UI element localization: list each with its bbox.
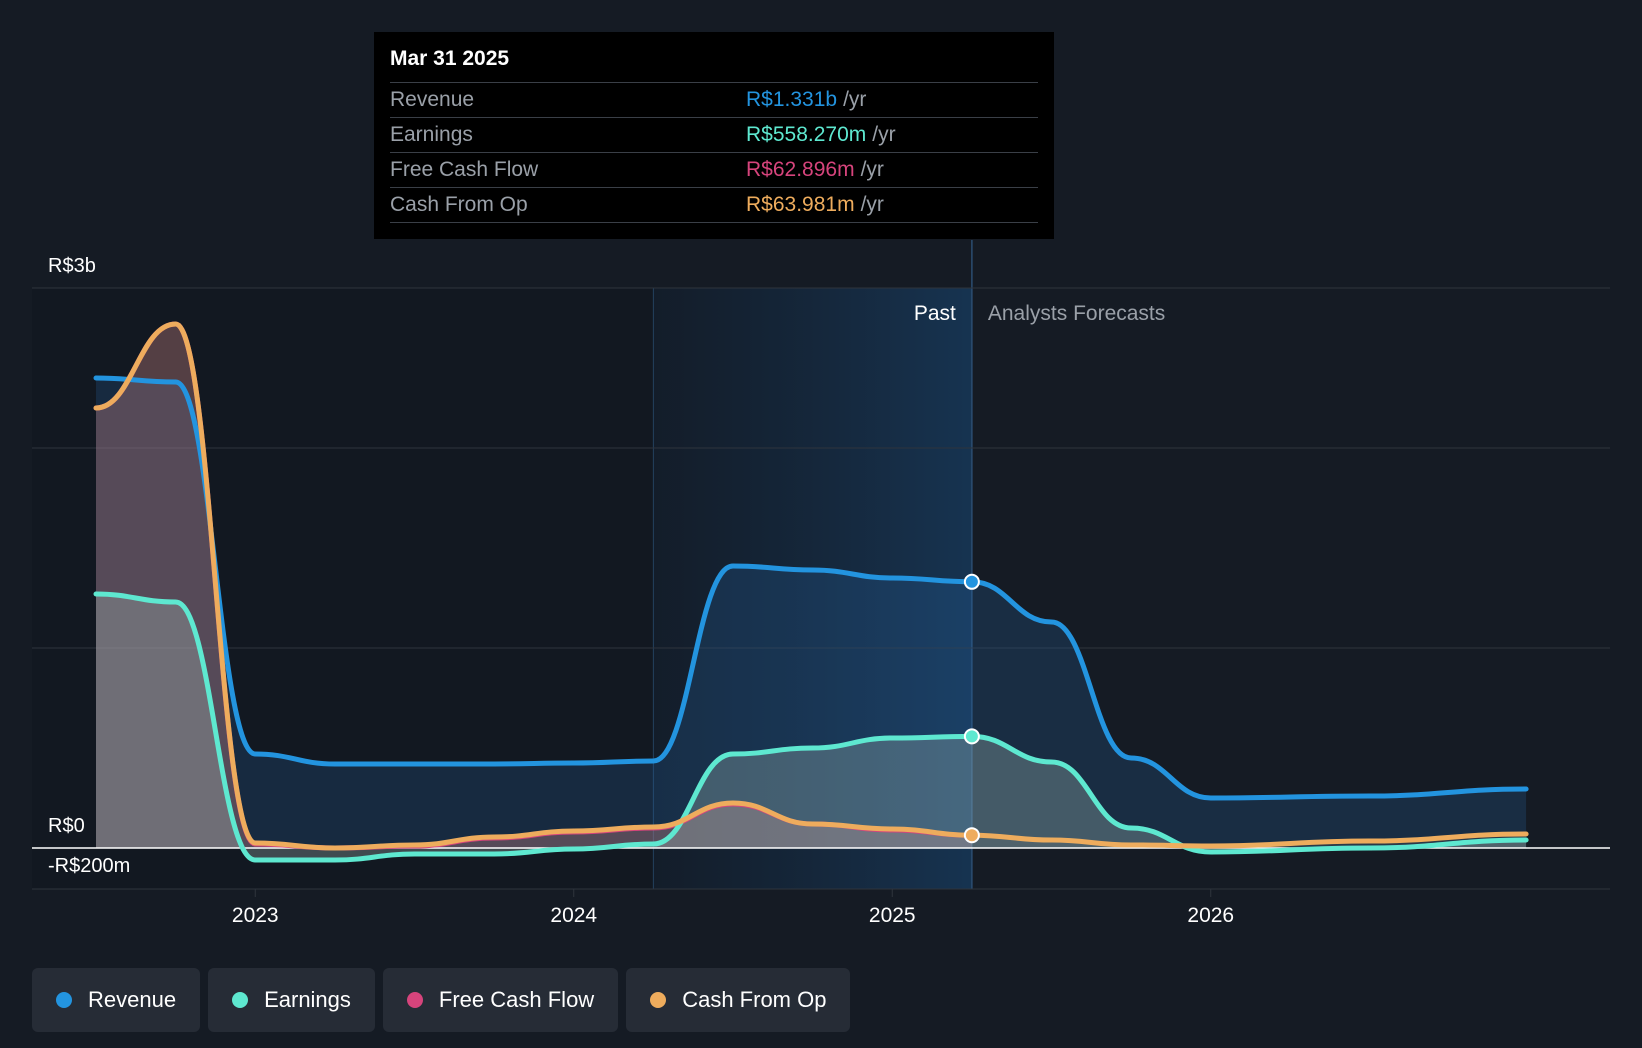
y-tick-label: -R$200m (48, 855, 130, 877)
tooltip-unit: /yr (860, 158, 884, 181)
tooltip-unit: /yr (872, 123, 896, 146)
legend-label: Revenue (88, 987, 177, 1012)
area-earnings (96, 594, 1527, 860)
tooltip-date: Mar 31 2025 (390, 44, 1038, 83)
legend-dot-icon (56, 992, 72, 1008)
x-tick-label: 2026 (1187, 904, 1234, 927)
series-line-revenue (93, 375, 1529, 801)
x-tick-label: 2025 (869, 904, 916, 927)
tooltip: Mar 31 2025 Revenue R$1.331b/yr Earnings… (374, 32, 1054, 239)
tooltip-value: R$558.270m (746, 123, 867, 146)
tooltip-label: Cash From Op (390, 193, 528, 216)
tooltip-label: Earnings (390, 123, 473, 146)
tooltip-row-revenue: Revenue R$1.331b/yr (390, 83, 1038, 118)
tooltip-unit: /yr (843, 88, 867, 111)
legend-item-revenue[interactable]: Revenue (32, 968, 201, 1032)
tooltip-label: Revenue (390, 88, 475, 111)
marker-earnings (963, 728, 980, 745)
legend-item-earnings[interactable]: Earnings (208, 968, 375, 1032)
past-label: Past (914, 302, 956, 325)
highlight-region (653, 288, 972, 889)
tooltip-label: Free Cash Flow (390, 158, 539, 181)
legend-dot-icon (650, 992, 667, 1008)
legend-item-free-cash-flow[interactable]: Free Cash Flow (382, 968, 619, 1032)
tooltip-value: R$62.896m (746, 158, 855, 181)
legend-label: Free Cash Flow (438, 987, 595, 1012)
tooltip-row-cash-from-op: Cash From Op R$63.981m/yr (390, 188, 1038, 223)
marker-revenue (963, 573, 980, 590)
tooltip-row-free-cash-flow: Free Cash Flow R$62.896m/yr (390, 153, 1038, 188)
tooltip-value: R$1.331b (746, 88, 838, 111)
x-tick-label: 2023 (232, 904, 279, 927)
gridlines (32, 287, 1610, 890)
legend-item-cash-from-op[interactable]: Cash From Op (626, 968, 851, 1032)
forecast-label: Analysts Forecasts (988, 302, 1165, 325)
y-tick-label: R$0 (48, 815, 85, 837)
marker-cash-from-op (963, 827, 980, 844)
tooltip-value: R$63.981m (746, 193, 855, 216)
y-tick-label: R$3b (48, 255, 96, 277)
area-revenue (96, 378, 1527, 848)
series-line-cash-from-op (93, 321, 1529, 851)
x-tick-label: 2024 (550, 904, 597, 927)
area-free-cash-flow (96, 324, 972, 848)
legend: Revenue Earnings Free Cash Flow Cash Fro… (32, 968, 851, 1032)
legend-label: Earnings (264, 987, 351, 1012)
legend-label: Cash From Op (682, 987, 827, 1012)
tooltip-unit: /yr (860, 193, 884, 216)
legend-dot-icon (406, 992, 423, 1008)
tooltip-row-earnings: Earnings R$558.270m/yr (390, 118, 1038, 153)
legend-dot-icon (232, 992, 249, 1008)
chart: R$3b R$0 -R$200m 2023 2024 2025 2026 Past Analys… (32, 240, 1610, 927)
